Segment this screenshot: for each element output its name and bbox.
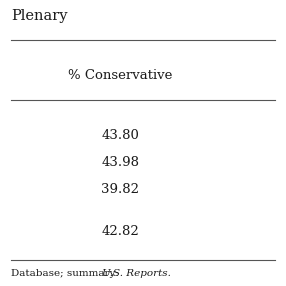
Text: Database; summary:: Database; summary: bbox=[11, 269, 123, 278]
Text: U.S. Reports.: U.S. Reports. bbox=[102, 269, 170, 278]
Text: 43.98: 43.98 bbox=[101, 156, 139, 169]
Text: 43.80: 43.80 bbox=[101, 129, 139, 142]
Text: 42.82: 42.82 bbox=[101, 225, 139, 238]
Text: 39.82: 39.82 bbox=[101, 183, 139, 196]
Text: % Conservative: % Conservative bbox=[68, 69, 172, 82]
Text: Plenary: Plenary bbox=[11, 9, 68, 23]
